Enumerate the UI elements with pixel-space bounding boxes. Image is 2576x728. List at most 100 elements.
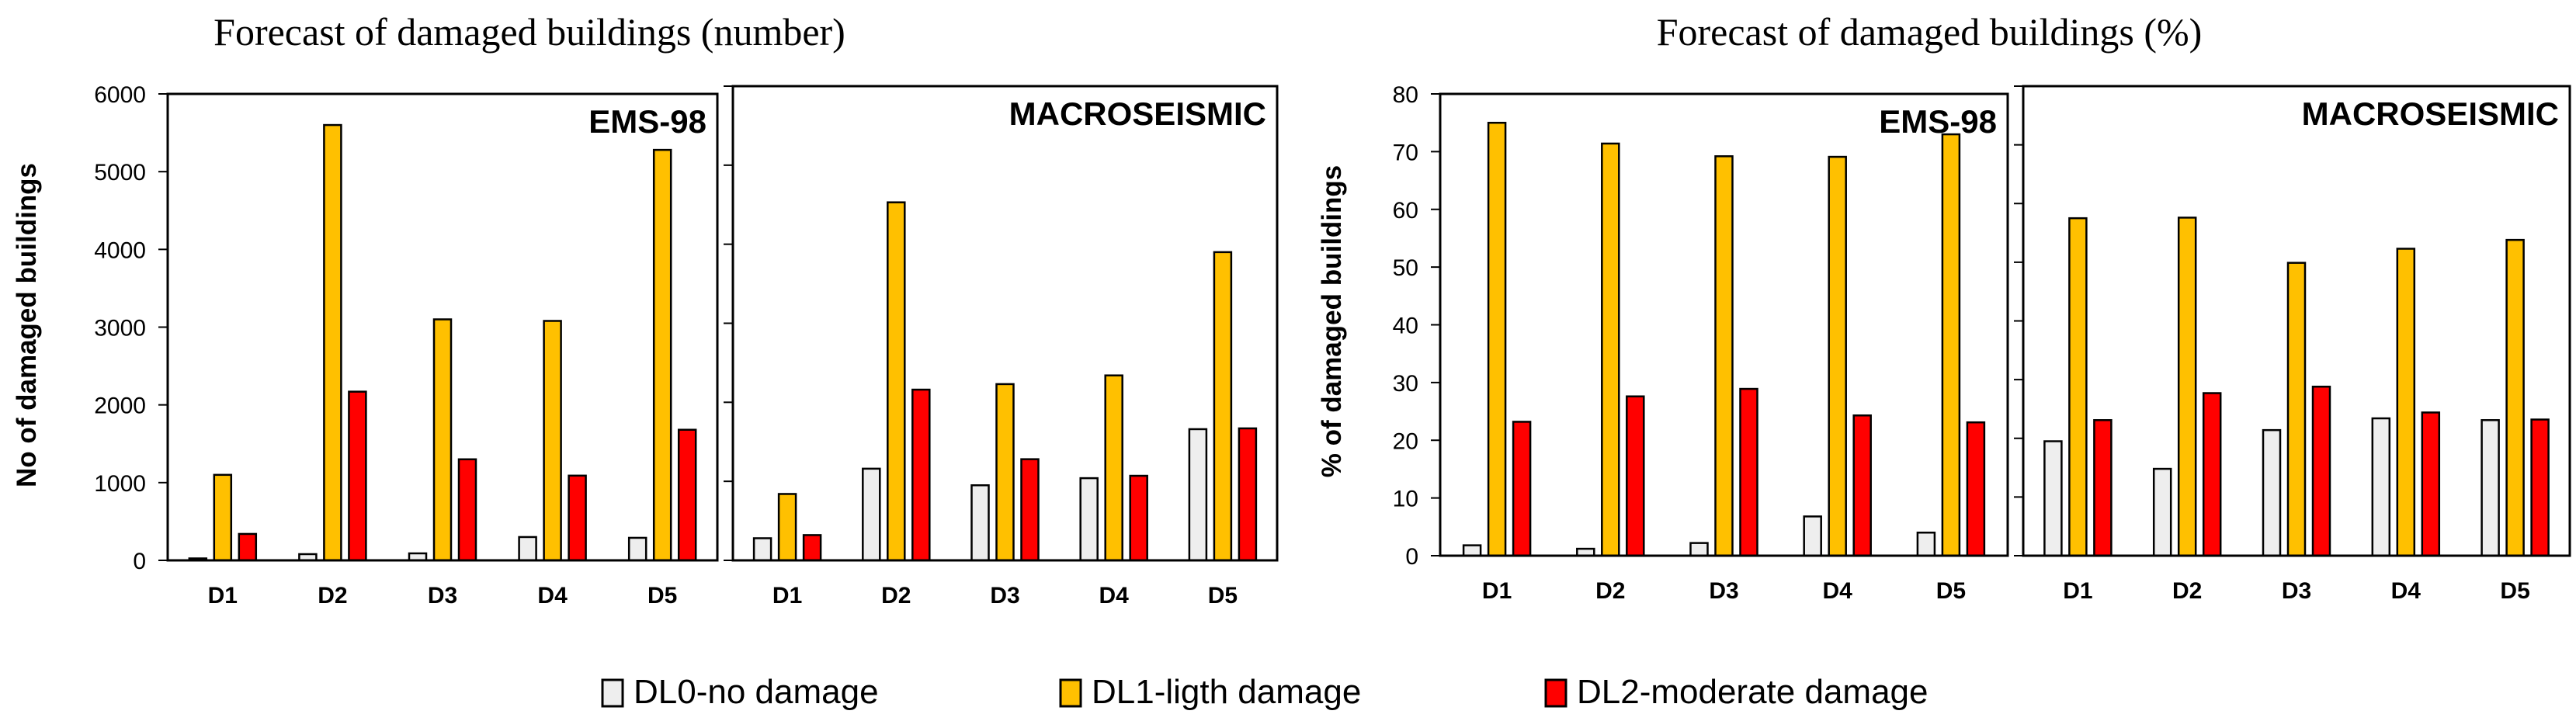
bar-dl2-d4 [1129, 474, 1148, 562]
bar-dl2-d5 [1966, 421, 1986, 557]
left-figure-title: Forecast of damaged buildings (number) [214, 10, 845, 54]
bar-dl1-d4 [2396, 248, 2416, 557]
x-tick-label: D1 [208, 583, 238, 608]
legend-label: DL1-ligth damage [1092, 673, 1361, 711]
bar-dl2-d3 [2311, 385, 2331, 557]
bar-dl0-d3 [2262, 428, 2282, 557]
x-tick-label: D1 [772, 583, 802, 608]
panel-number-ems98: 0 1000 2000 3000 4000 5000 6000 EMS-98 D1 D2 D3 D4 D… [94, 82, 719, 608]
bar-dl2-d2 [911, 388, 931, 562]
bar-dl1-d5 [1213, 251, 1233, 562]
bar-dl0-d3 [970, 484, 990, 562]
x-tick-label: D3 [990, 583, 1019, 608]
panel-title: MACROSEISMIC [1009, 95, 1266, 132]
bar-dl0-d2 [2152, 467, 2172, 557]
bar-dl2-d1 [238, 532, 258, 562]
x-tick-label: D5 [647, 583, 677, 608]
panel-title: EMS-98 [588, 103, 706, 140]
panel-title: EMS-98 [1879, 103, 1997, 140]
x-tick-label: D3 [1709, 578, 1738, 604]
y-tick-label: 10 [1393, 487, 1418, 512]
bar-dl2-d2 [1626, 395, 1645, 557]
bar-dl1-d5 [1941, 133, 1961, 557]
panel-title: MACROSEISMIC [2302, 95, 2559, 132]
bar-dl0-d1 [1462, 544, 1482, 557]
bar-dl1-d3 [995, 383, 1015, 562]
bar-dl2-d1 [2093, 419, 2113, 557]
bar-dl0-d3 [1689, 542, 1709, 557]
panel-percent-ems98: 0 10 20 30 40 50 60 70 80 EMS-98 D1 D2 D3 D4 D5 [1393, 82, 2009, 604]
bar-dl0-d4 [1079, 477, 1099, 562]
x-tick-label: D1 [2063, 578, 2092, 604]
bar-dl2-d2 [348, 390, 367, 562]
bar-dl2-d5 [2530, 418, 2550, 557]
y-tick-label: 6000 [94, 82, 146, 108]
bar-dl0-d5 [1916, 532, 1936, 557]
bar-dl2-d2 [2202, 392, 2222, 557]
x-tick-label: D3 [2282, 578, 2311, 604]
y-tick-label: 4000 [94, 237, 146, 263]
y-tick-label: 70 [1393, 140, 1418, 165]
legend-swatch [1544, 678, 1567, 708]
bar-dl1-d4 [1104, 374, 1123, 562]
y-tick-label: 50 [1393, 255, 1418, 281]
y-tick-label: 30 [1393, 371, 1418, 397]
legend-label: DL0-no damage [634, 673, 879, 711]
y-tick-label: 0 [1405, 544, 1418, 570]
bar-dl2-d3 [1739, 387, 1758, 557]
bar-dl2-d3 [1020, 458, 1040, 562]
x-tick-label: D1 [1482, 578, 1512, 604]
x-tick-label: D2 [881, 583, 911, 608]
bar-dl0-d5 [1188, 428, 1208, 562]
bar-dl2-d4 [1852, 414, 1872, 557]
bar-dl1-d3 [2286, 262, 2307, 557]
bar-dl1-d5 [652, 148, 672, 562]
bar-dl1-d2 [1601, 142, 1620, 557]
bar-dl0-d5 [627, 536, 647, 562]
x-tick-label: D2 [2172, 578, 2202, 604]
panel-number-macroseismic: MACROSEISMIC D1 D2 D3 D4 D5 [724, 85, 1279, 608]
bar-dl2-d4 [568, 474, 587, 562]
y-tick-label: 60 [1393, 198, 1418, 224]
x-tick-label: D5 [1208, 583, 1238, 608]
x-tick-label: D5 [2500, 578, 2529, 604]
x-tick-label: D2 [1595, 578, 1625, 604]
x-tick-label: D4 [1099, 583, 1130, 608]
bar-dl0-d4 [1803, 515, 1822, 557]
bar-dl1-d4 [1828, 155, 1847, 557]
x-tick-label: D5 [1936, 578, 1966, 604]
bar-dl0-d5 [2481, 419, 2500, 557]
bar-dl1-d5 [2505, 238, 2525, 557]
bar-dl1-d1 [2068, 217, 2088, 557]
bar-dl1-d2 [887, 201, 906, 562]
bar-dl0-d1 [752, 537, 772, 562]
bar-dl1-d4 [543, 320, 562, 562]
y-tick-label: 3000 [94, 316, 146, 341]
right-y-axis-label: % of damaged buildings [1317, 165, 1347, 478]
bar-dl1-d2 [2177, 217, 2197, 557]
legend-swatch [601, 678, 624, 708]
left-y-axis-label: No of damaged buildings [12, 163, 42, 487]
bar-dl1-d1 [213, 473, 233, 562]
bar-dl2-d1 [802, 534, 822, 562]
y-tick-label: 1000 [94, 471, 146, 497]
legend: DL0-no damage DL1-ligth damage DL2-moderat… [601, 673, 1928, 711]
legend-label: DL2-moderate damage [1577, 673, 1928, 711]
bar-dl2-d3 [457, 458, 477, 562]
y-tick-label: 0 [133, 549, 146, 574]
panel-percent-macroseismic: MACROSEISMIC D1 D2 D3 D4 D5 [2014, 85, 2571, 604]
bar-dl0-d2 [862, 467, 881, 562]
bar-dl0-d1 [2043, 440, 2063, 557]
bar-dl2-d1 [1512, 421, 1532, 557]
x-tick-label: D2 [318, 583, 347, 608]
y-tick-label: 2000 [94, 393, 146, 419]
right-figure-title: Forecast of damaged buildings (%) [1657, 10, 2203, 54]
bar-dl1-d1 [1487, 121, 1507, 557]
y-tick-label: 40 [1393, 314, 1418, 339]
x-tick-label: D4 [1823, 578, 1853, 604]
x-tick-label: D3 [428, 583, 457, 608]
legend-swatch [1059, 678, 1082, 708]
bar-dl0-d4 [2371, 417, 2391, 557]
bar-dl2-d4 [2421, 411, 2441, 557]
